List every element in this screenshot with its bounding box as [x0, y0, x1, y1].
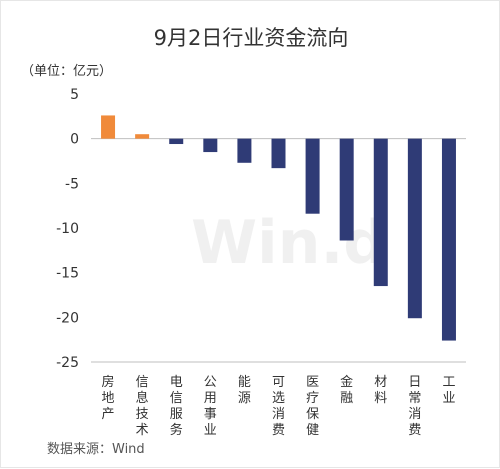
category-label: 材料 — [374, 375, 387, 406]
y-tick-label: -5 — [65, 176, 79, 192]
bar-7 — [305, 138, 320, 214]
category-label: 日常消费 — [408, 375, 421, 438]
y-axis-ticks: 5 0 -5 -10 -15 -20 -25 — [56, 87, 79, 371]
bar-6 — [271, 138, 286, 169]
unit-label: （单位：亿元） — [21, 64, 112, 79]
bar-8 — [339, 138, 354, 241]
y-tick-label: 5 — [70, 87, 79, 103]
bars-group — [101, 115, 456, 341]
y-tick-label: -25 — [56, 355, 79, 371]
chart-title: 9月2日行业资金流向 — [154, 26, 349, 50]
category-label: 工业 — [442, 375, 455, 406]
y-tick-label: -15 — [56, 266, 79, 282]
category-label: 房地产 — [102, 374, 115, 422]
category-label: 可选消费 — [272, 375, 285, 438]
category-label: 电信服务 — [170, 375, 183, 438]
bar-2 — [135, 134, 150, 139]
bar-1 — [101, 115, 116, 139]
category-label: 金融 — [340, 374, 353, 406]
category-label: 公用事业 — [204, 375, 217, 438]
bar-5 — [237, 138, 252, 163]
watermark: Win.d — [191, 208, 386, 278]
category-label: 信息技术 — [136, 375, 149, 438]
bar-10 — [407, 138, 422, 319]
y-tick-label: -10 — [56, 221, 79, 237]
bar-9 — [373, 138, 388, 287]
source-note: 数据来源：Wind — [47, 442, 145, 457]
bar-3 — [169, 138, 184, 145]
category-label: 能源 — [238, 375, 251, 406]
bar-4 — [203, 138, 218, 153]
y-tick-label: 0 — [70, 132, 79, 148]
y-tick-label: -20 — [56, 310, 79, 326]
bar-11 — [441, 138, 456, 341]
category-label: 医疗保健 — [306, 375, 319, 438]
